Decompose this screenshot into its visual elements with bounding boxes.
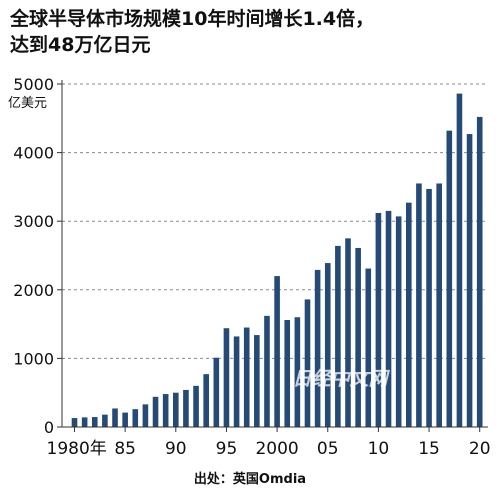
bar [81,417,88,427]
chart-title: 全球半导体市场规模10年时间增长1.4倍， 达到48万亿日元 [10,8,375,56]
bar [254,335,260,427]
x-tick-label: 1980年 [47,439,107,459]
bar [223,328,230,427]
x-tick-label: 2000 [255,439,298,459]
bar [304,299,311,427]
x-tick-label: 90 [165,439,187,459]
bar [476,116,483,427]
bar [264,315,270,427]
bar [112,408,118,427]
bar [243,327,250,427]
bar [456,93,463,427]
bar [335,245,341,427]
bar [122,412,128,427]
y-tick-label: 5000 [13,75,54,94]
bar [355,247,361,427]
bar [375,212,382,427]
bar [385,210,392,427]
bar [416,183,422,427]
x-tick-label: 85 [114,439,136,459]
bar [466,134,473,427]
y-tick-label: 3000 [13,212,54,231]
bar [345,238,351,427]
x-tick-label: 20 [469,439,491,459]
bar [395,216,402,427]
bar [213,357,220,427]
x-tick-label: 10 [368,439,390,459]
bar [284,319,291,427]
y-tick-label: 2000 [13,281,54,300]
bar [426,188,432,427]
source-note: 出处：英国Omdia [193,472,307,487]
bar [152,396,159,427]
bar [365,268,372,427]
bar [183,389,189,427]
bar [274,276,280,427]
bar [314,269,321,427]
y-tick-label: 1000 [13,349,54,368]
bar [203,374,209,427]
bar [436,183,442,427]
bar [102,414,108,427]
y-tick-label: 4000 [13,144,54,163]
watermark: 日经中文网 [292,368,390,390]
y-tick-label: 0 [44,418,54,437]
bar [294,317,301,427]
x-tick-label: 05 [317,439,339,459]
bar [71,418,78,427]
bar [405,202,412,427]
bar [193,385,199,427]
x-tick-label: 95 [216,439,238,459]
bar [324,263,331,427]
y-axis-unit: 亿美元 [8,96,47,111]
bar [162,394,169,427]
bar [233,336,240,427]
bar [132,409,139,427]
bar [173,392,179,427]
bar [91,417,98,427]
bar [142,404,149,427]
x-tick-label: 15 [418,439,440,459]
bar [446,130,453,427]
